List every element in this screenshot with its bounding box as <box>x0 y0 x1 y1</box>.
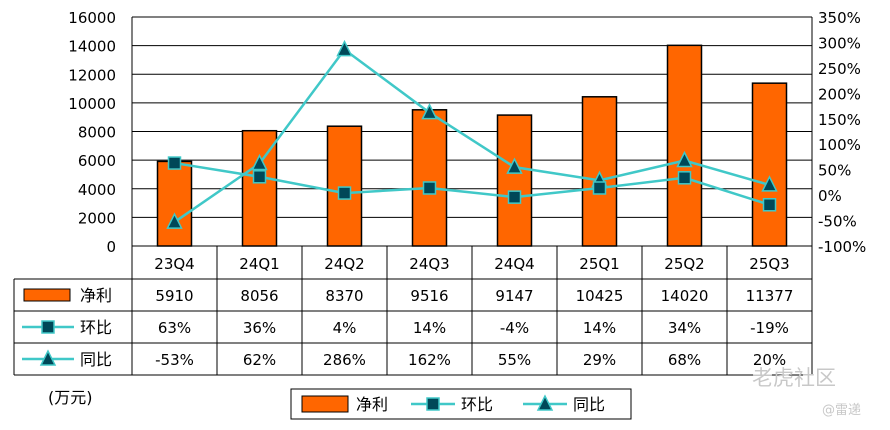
data-table: 23Q4 24Q1 24Q2 24Q3 24Q4 25Q1 25Q2 25Q3 净利 5910 80… <box>13 245 813 376</box>
table-cell: 62% <box>243 351 276 369</box>
left-tick-label: 8000 <box>78 124 116 142</box>
point-marker-square <box>167 156 182 170</box>
legend-label: 环比 <box>461 395 493 414</box>
bar <box>751 82 788 247</box>
table-cell: 20% <box>753 351 786 369</box>
right-tick-label: 100% <box>818 136 861 154</box>
table-cell: 5910 <box>155 287 193 305</box>
left-tick-label: 16000 <box>68 9 116 27</box>
left-tick-label: 2000 <box>78 209 116 227</box>
right-tick-label: -100% <box>818 238 866 256</box>
point-marker-triangle <box>761 175 778 192</box>
table-cell: 36% <box>243 319 276 337</box>
right-tick-label: 150% <box>818 111 861 129</box>
watermark-author: @雷递 <box>822 403 861 418</box>
table-cell: -19% <box>750 319 789 337</box>
table-cell: 34% <box>668 319 701 337</box>
point-marker-triangle <box>251 153 268 171</box>
table-cell: 11377 <box>746 287 794 305</box>
legend-swatch-bar <box>301 395 349 413</box>
legend-marker-triangle <box>536 394 554 411</box>
unit-label: (万元) <box>48 388 93 407</box>
left-tick-label: 14000 <box>68 38 116 56</box>
gridlines <box>132 16 812 247</box>
row-series-name: 环比 <box>80 318 112 337</box>
point-marker-square <box>337 186 352 200</box>
right-tick-label: 50% <box>818 162 851 180</box>
category-label: 24Q1 <box>239 255 279 273</box>
table-cell: 29% <box>583 351 616 369</box>
bar <box>411 109 448 247</box>
row-series-name: 同比 <box>80 350 112 369</box>
point-marker-square <box>507 190 522 204</box>
table-cell: 14% <box>583 319 616 337</box>
table-cell: 9516 <box>410 287 448 305</box>
point-marker-triangle <box>336 39 353 57</box>
point-marker-square <box>252 170 267 184</box>
left-tick-label: 4000 <box>78 181 116 199</box>
left-tick-label: 10000 <box>68 95 116 113</box>
right-tick-label: 250% <box>818 60 861 78</box>
table-cell: 68% <box>668 351 701 369</box>
legend-label: 净利 <box>356 395 388 414</box>
category-label: 25Q3 <box>749 255 789 273</box>
bars <box>156 44 788 247</box>
row-key-marker-square <box>41 320 55 334</box>
table-cell: 4% <box>333 319 357 337</box>
table-cell: 8370 <box>325 287 363 305</box>
left-tick-label: 0 <box>106 238 116 256</box>
point-marker-square <box>762 198 777 212</box>
legend-entries: 净利 环比 同比 <box>301 394 605 414</box>
row-series-name: 净利 <box>80 286 112 305</box>
table-cell: 14020 <box>661 287 709 305</box>
series-line-yoy <box>173 47 770 224</box>
legend-box: 净利 环比 同比 <box>290 388 632 420</box>
watermark-site: 老虎社区 <box>752 366 836 390</box>
table-cell: 9147 <box>495 287 533 305</box>
legend-label: 同比 <box>573 395 605 414</box>
point-marker-square <box>677 171 692 185</box>
right-tick-label: 0% <box>818 187 842 205</box>
table-cell: 8056 <box>240 287 278 305</box>
point-marker-triangle <box>506 157 523 174</box>
table-cell: -53% <box>155 351 194 369</box>
table-cell: 162% <box>408 351 451 369</box>
axes: 0 2000 4000 6000 8000 10000 12000 14000 16000 -10… <box>68 9 866 256</box>
point-marker-triangle <box>421 102 438 120</box>
left-tick-label: 12000 <box>68 66 116 84</box>
table-cell: 63% <box>158 319 191 337</box>
right-tick-label: 300% <box>818 34 861 52</box>
category-label: 24Q3 <box>409 255 449 273</box>
category-label: 24Q2 <box>324 255 364 273</box>
series-line-qoq <box>174 161 770 206</box>
table-cell: 10425 <box>576 287 624 305</box>
right-tick-label: 200% <box>818 85 861 103</box>
point-marker-triangle <box>676 150 693 168</box>
table-cell: 14% <box>413 319 446 337</box>
category-label: 23Q4 <box>154 255 194 273</box>
row-key-bar-swatch <box>23 288 71 302</box>
right-tick-label: -50% <box>818 213 857 231</box>
watermark: 老虎社区 @雷递 <box>752 366 861 418</box>
row-key-marker-triangle <box>39 349 57 366</box>
category-label: 25Q1 <box>579 255 619 273</box>
point-marker-square <box>422 181 437 195</box>
table-cell: 286% <box>323 351 366 369</box>
category-label: 24Q4 <box>494 255 534 273</box>
bar <box>496 114 533 247</box>
table-cell: 55% <box>498 351 531 369</box>
bar <box>326 125 363 247</box>
bar <box>156 160 193 247</box>
bar <box>666 44 703 247</box>
point-marker-square <box>592 181 607 195</box>
table-cell: -4% <box>500 319 529 337</box>
right-tick-label: 350% <box>818 9 861 27</box>
point-marker-triangle <box>166 212 183 229</box>
left-tick-label: 6000 <box>78 152 116 170</box>
legend-marker-square <box>426 397 440 411</box>
series-lines <box>166 39 778 229</box>
category-label: 25Q2 <box>664 255 704 273</box>
